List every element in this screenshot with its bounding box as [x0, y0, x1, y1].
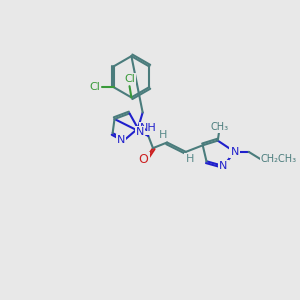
Text: O: O: [139, 153, 148, 166]
Text: N: N: [230, 147, 239, 157]
Text: CH₂CH₃: CH₂CH₃: [261, 154, 297, 164]
Text: N: N: [136, 127, 144, 137]
Text: N: N: [219, 161, 228, 171]
Text: NH: NH: [140, 123, 157, 134]
Text: Cl: Cl: [124, 74, 135, 84]
Text: Cl: Cl: [89, 82, 100, 92]
Text: CH₃: CH₃: [211, 122, 229, 131]
Text: H: H: [159, 130, 167, 140]
Text: N: N: [117, 135, 125, 145]
Text: H: H: [185, 154, 194, 164]
